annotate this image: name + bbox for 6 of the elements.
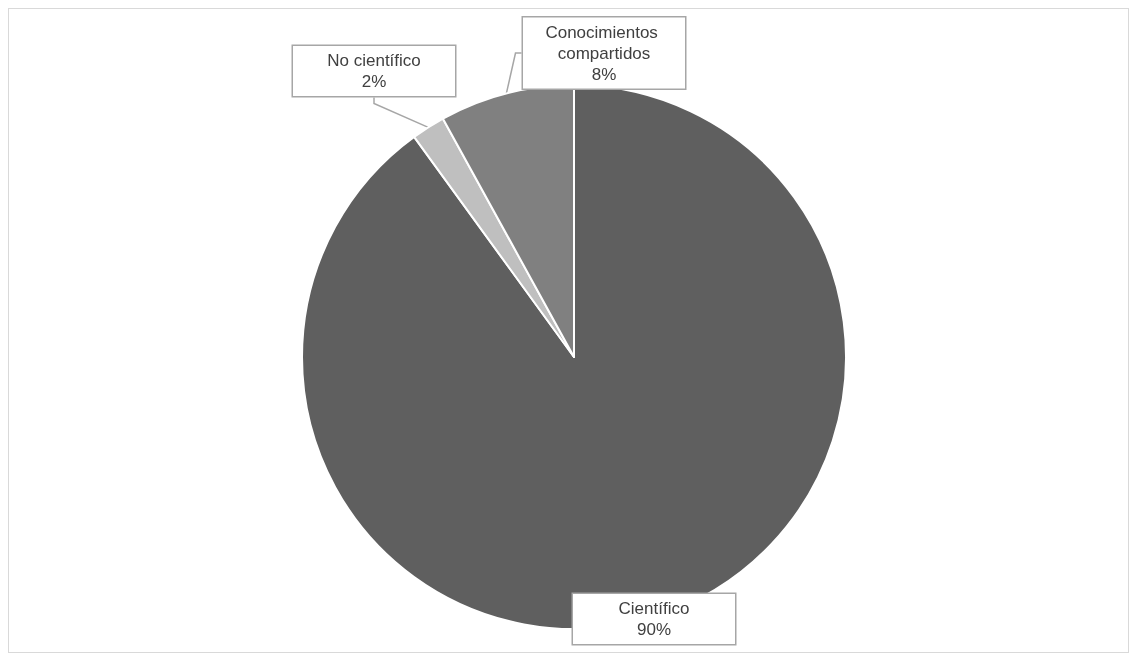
slice-label: Conocimientos compartidos bbox=[545, 22, 663, 63]
data-label: 2% bbox=[361, 72, 387, 91]
slice-label: No científico bbox=[327, 51, 421, 70]
slice-label: Científico bbox=[618, 599, 690, 618]
data-label: 8% bbox=[591, 64, 617, 84]
data-label: 90% bbox=[636, 620, 672, 639]
